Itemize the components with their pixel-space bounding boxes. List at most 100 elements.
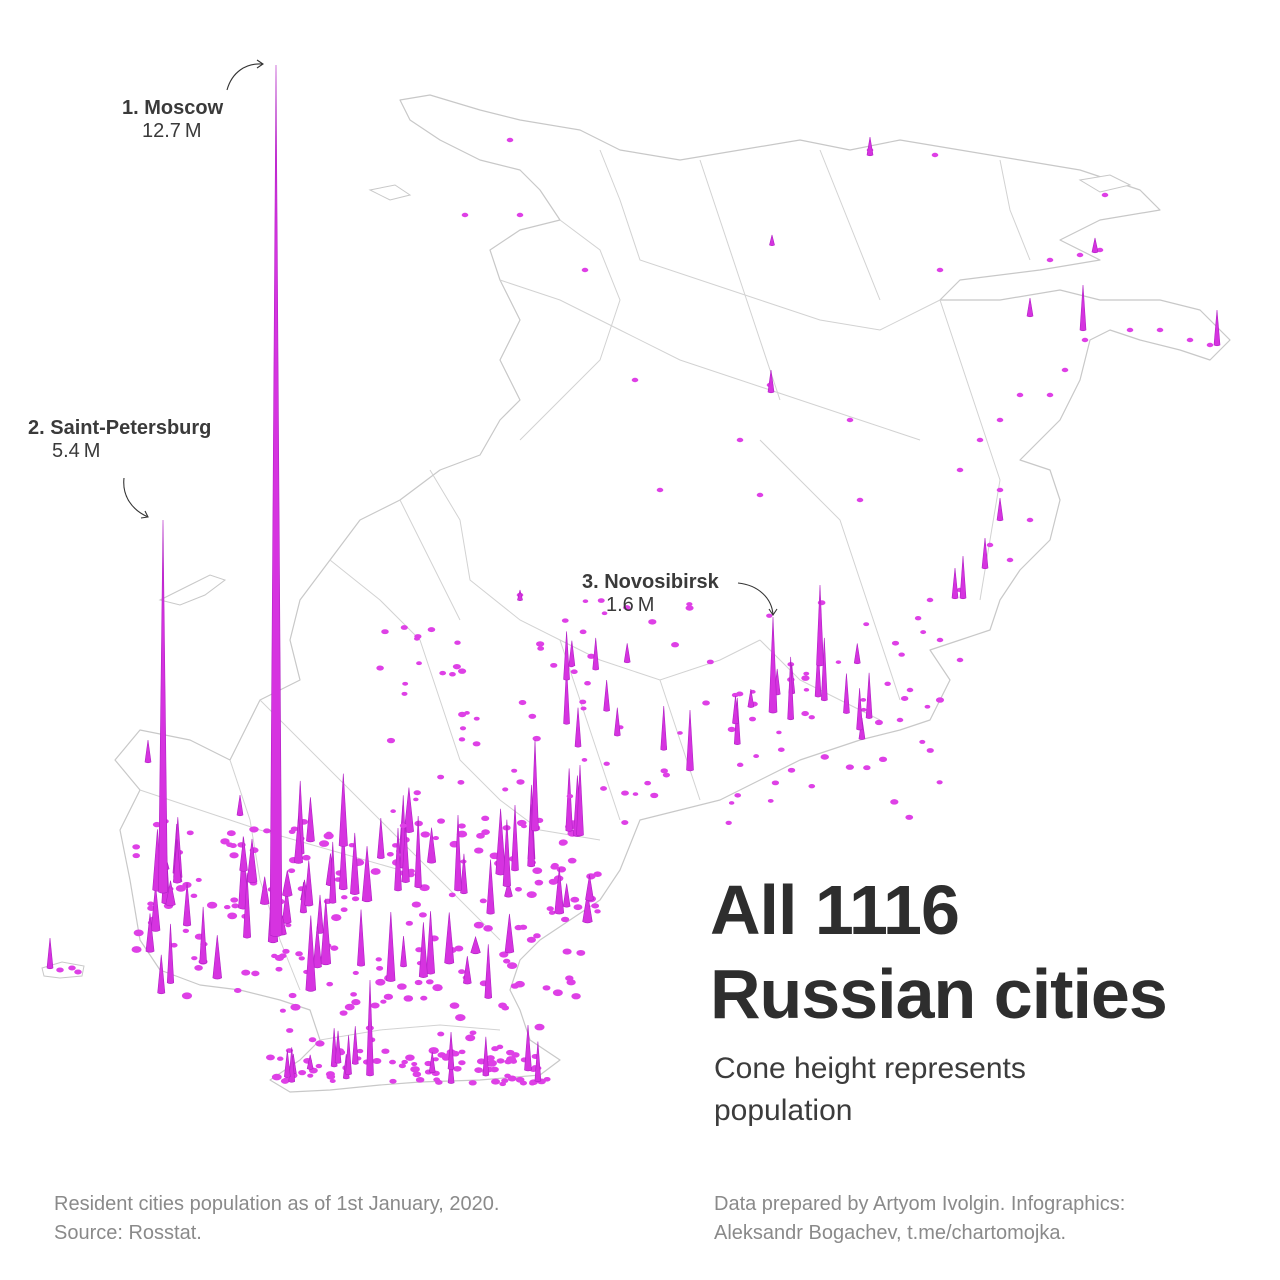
city-dot	[571, 993, 581, 1000]
city-dot	[398, 1063, 406, 1069]
city-dot	[736, 437, 744, 443]
credit-line-2: Aleksandr Bogachev, t.me/chartomojka.	[714, 1222, 1067, 1244]
saint-petersburg-cone	[158, 519, 168, 894]
city-dot	[579, 629, 587, 635]
city-cone	[454, 814, 462, 892]
city-cone	[157, 954, 166, 995]
city-dot	[600, 786, 608, 791]
city-dot	[420, 995, 428, 1001]
source-line-2: Source: Rosstat.	[54, 1222, 202, 1244]
city-dot	[986, 542, 994, 548]
city-dot	[491, 1046, 499, 1052]
city-dot	[935, 697, 945, 703]
city-dot	[481, 815, 490, 822]
city-dot	[548, 878, 558, 885]
saint-petersburg-annotation: 2. Saint-Petersburg 5.4 M	[28, 417, 211, 463]
city-cone	[502, 819, 511, 887]
city-dot	[502, 787, 509, 792]
city-dot	[532, 735, 541, 742]
city-dot	[1061, 367, 1069, 373]
city-dot	[898, 652, 905, 657]
city-dot	[74, 969, 82, 975]
city-dot	[905, 814, 914, 820]
city-dot	[801, 675, 810, 681]
city-cone	[401, 822, 410, 883]
novosibirsk-cone	[768, 616, 778, 714]
city-cone	[484, 944, 493, 999]
city-cone	[357, 909, 366, 967]
city-dot	[874, 719, 883, 726]
city-dot	[279, 1008, 286, 1013]
city-cone	[686, 709, 694, 772]
city-cone	[747, 688, 755, 708]
city-cone	[350, 832, 360, 895]
city-dot	[648, 619, 657, 625]
city-cone	[504, 913, 515, 954]
city-cone	[444, 912, 455, 965]
city-dot	[405, 920, 413, 926]
city-dot	[748, 716, 757, 722]
city-cone	[418, 922, 428, 978]
city-dot	[372, 1058, 382, 1064]
city-dot	[936, 637, 944, 643]
city-dot	[542, 985, 551, 991]
city-dot	[206, 901, 218, 909]
city-dot	[152, 821, 161, 828]
city-cone	[243, 872, 252, 939]
city-dot	[182, 928, 190, 933]
city-dot	[432, 1057, 439, 1062]
city-cone	[482, 1036, 490, 1077]
city-dot	[340, 907, 348, 913]
city-dot	[381, 1048, 390, 1054]
city-dot	[519, 1080, 527, 1086]
city-dot	[756, 492, 764, 498]
city-dot	[386, 851, 394, 857]
city-dot	[352, 970, 359, 975]
city-dot	[298, 1070, 307, 1076]
city-dot	[271, 1073, 282, 1081]
city-cone	[145, 913, 155, 953]
city-dot	[414, 634, 422, 639]
city-dot	[526, 936, 536, 943]
moscow-arrow	[226, 63, 263, 91]
city-dot	[68, 965, 76, 971]
city-dot	[329, 1078, 336, 1084]
city-dot	[458, 737, 466, 742]
city-dot	[996, 487, 1004, 493]
city-dot	[350, 992, 357, 997]
city-dot	[621, 790, 629, 796]
city-dot	[469, 1030, 477, 1036]
city-dot	[548, 910, 556, 915]
city-dot	[437, 774, 445, 780]
city-dot	[351, 896, 360, 902]
city-dot	[341, 895, 348, 900]
city-cone	[816, 584, 824, 667]
city-dot	[1076, 252, 1084, 258]
city-cone	[1026, 297, 1034, 318]
city-dot	[808, 715, 815, 720]
city-dot	[282, 948, 290, 954]
city-dot	[448, 892, 456, 898]
city-dot	[956, 467, 964, 473]
city-dot	[461, 212, 469, 218]
city-dot	[286, 1028, 294, 1033]
city-dot	[132, 844, 141, 850]
city-cone	[951, 567, 959, 600]
city-cone	[338, 773, 348, 847]
city-dot	[375, 957, 382, 962]
city-dot	[510, 983, 520, 989]
city-dot	[280, 1078, 290, 1084]
city-dot	[454, 945, 464, 952]
city-dot	[386, 737, 396, 744]
city-dot	[226, 830, 236, 837]
city-cone	[377, 818, 385, 859]
title-line-1: All 1116	[710, 871, 960, 949]
city-dot	[516, 212, 524, 218]
city-cone	[294, 816, 304, 864]
city-dot	[190, 893, 198, 899]
city-cone	[345, 1035, 352, 1076]
city-dot	[520, 824, 527, 829]
city-dot	[996, 417, 1004, 423]
city-dot	[403, 995, 414, 1002]
city-dot	[550, 662, 558, 668]
